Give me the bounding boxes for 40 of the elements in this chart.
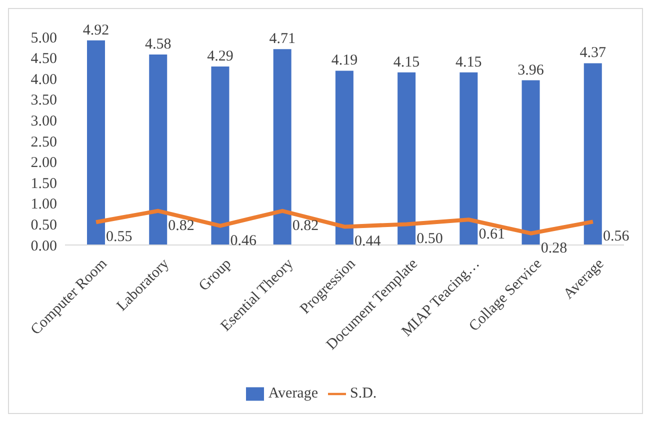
bar (273, 49, 292, 245)
data-label: 0.82 (168, 218, 194, 234)
data-label: 4.15 (393, 54, 420, 70)
bar (87, 40, 105, 245)
bar (211, 66, 230, 245)
bar (398, 72, 416, 245)
y-tick-label: 3.00 (30, 114, 57, 130)
y-tick-label: 0.50 (30, 218, 57, 234)
y-tick-label: 0.00 (30, 238, 57, 254)
data-label: 4.71 (269, 31, 296, 48)
y-tick-label: 2.50 (30, 134, 57, 150)
data-label: 4.92 (82, 22, 110, 38)
y-tick-label: 1.50 (30, 176, 57, 192)
data-label: 0.50 (416, 231, 443, 248)
legend-label: S.D. (350, 385, 377, 402)
data-label: 4.37 (580, 45, 607, 62)
y-tick-label: 4.50 (30, 51, 57, 68)
bar (522, 80, 540, 245)
bar (460, 72, 478, 245)
data-label: 4.19 (331, 52, 358, 69)
data-label: 0.55 (106, 229, 132, 246)
data-label: 0.82 (292, 218, 319, 234)
y-tick-label: 3.50 (30, 92, 57, 109)
data-label: 3.96 (518, 62, 544, 78)
data-label: 0.28 (540, 240, 568, 256)
data-label: 4.58 (144, 36, 172, 52)
y-tick-label: 4.00 (30, 72, 57, 88)
y-tick-label: 1.00 (30, 196, 57, 213)
y-tick-label: 5.00 (30, 30, 57, 46)
data-label: 0.61 (478, 226, 505, 243)
data-label: 4.15 (456, 54, 482, 70)
legend-label: Average (268, 385, 318, 402)
bar (584, 63, 602, 245)
data-label: 0.46 (230, 232, 258, 249)
data-label: 0.44 (354, 234, 382, 250)
data-label: 4.29 (207, 48, 234, 65)
y-tick-label: 2.00 (30, 155, 57, 172)
bar (149, 54, 168, 245)
data-label: 0.56 (602, 228, 630, 245)
bar (335, 70, 354, 245)
